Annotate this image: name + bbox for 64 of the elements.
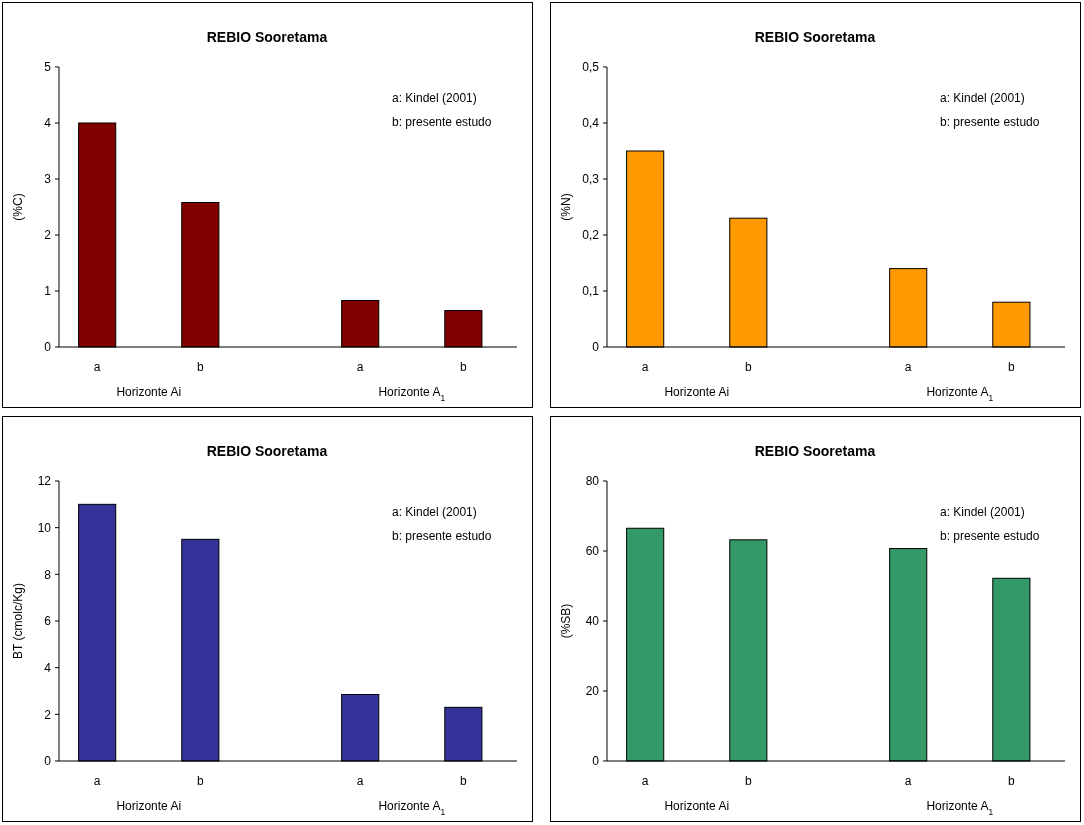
x-tick-label: a	[904, 360, 912, 374]
y-axis-title: BT (cmolc/Kg)	[11, 583, 25, 659]
y-axis-title: (%C)	[11, 193, 25, 221]
y-tick-label: 8	[44, 567, 52, 582]
chart-title: REBIO Sooretama	[206, 29, 328, 45]
text: Horizonte A$_{1}$	[378, 799, 446, 817]
annotation: b: presente estudo	[940, 115, 1040, 129]
x-tick-label: b	[1008, 360, 1016, 374]
text: Horizonte Ai	[116, 799, 182, 813]
text: Horizonte Ai	[664, 385, 730, 399]
text: Horizonte A$_{1}$	[378, 385, 446, 403]
y-tick-label: 80	[585, 474, 600, 489]
x-tick-label: a	[93, 774, 101, 788]
chart-title: REBIO Sooretama	[754, 443, 876, 459]
annotation: a: Kindel (2001)	[940, 91, 1025, 105]
y-tick-label: 2	[44, 228, 52, 243]
x-tick-label: a	[641, 360, 649, 374]
x-tick-label: b	[744, 360, 752, 374]
y-tick-label: 0,4	[582, 116, 600, 131]
y-axis-title: (%N)	[559, 193, 573, 221]
chart-title: REBIO Sooretama	[206, 443, 328, 459]
y-tick-label: 4	[44, 116, 52, 131]
y-axis-title: (%SB)	[559, 603, 573, 639]
annotation: a: Kindel (2001)	[392, 91, 477, 105]
x-tick-label: b	[1008, 774, 1016, 788]
x-tick-label: a	[904, 774, 912, 788]
x-tick-label: a	[93, 360, 101, 374]
y-tick-label: 0	[44, 340, 52, 355]
x-tick-label: b	[196, 360, 204, 374]
y-tick-label: 2	[44, 707, 52, 722]
x-tick-label: b	[460, 774, 468, 788]
text: Horizonte A$_{1}$	[926, 385, 994, 403]
y-tick-label: 60	[585, 544, 600, 559]
y-tick-label: 3	[44, 172, 52, 187]
y-tick-label: 0,3	[582, 172, 600, 187]
y-tick-label: 0,1	[582, 284, 600, 299]
y-tick-label: 0	[592, 754, 600, 769]
text: Horizonte A$_{1}$	[926, 799, 994, 817]
text: Horizonte Ai	[116, 385, 182, 399]
chart-title: REBIO Sooretama	[754, 29, 876, 45]
x-tick-label: b	[744, 774, 752, 788]
annotation: b: presente estudo	[392, 529, 492, 543]
y-tick-label: 0,2	[582, 228, 600, 243]
y-tick-label: 10	[37, 520, 52, 535]
y-tick-label: 0	[44, 754, 52, 769]
annotation: b: presente estudo	[392, 115, 492, 129]
y-tick-label: 1	[44, 284, 52, 299]
x-tick-label: a	[356, 360, 364, 374]
x-tick-label: a	[641, 774, 649, 788]
y-tick-label: 12	[37, 474, 52, 489]
annotation: a: Kindel (2001)	[392, 505, 477, 519]
text: Horizonte Ai	[664, 799, 730, 813]
y-tick-label: 4	[44, 660, 52, 675]
x-tick-label: a	[356, 774, 364, 788]
annotation: a: Kindel (2001)	[940, 505, 1025, 519]
y-tick-label: 0	[592, 340, 600, 355]
y-tick-label: 40	[585, 614, 600, 629]
x-tick-label: b	[196, 774, 204, 788]
y-tick-label: 6	[44, 614, 52, 629]
y-tick-label: 20	[585, 684, 600, 699]
y-tick-label: 0,5	[582, 60, 600, 75]
x-tick-label: b	[460, 360, 468, 374]
y-tick-label: 5	[44, 60, 52, 75]
annotation: b: presente estudo	[940, 529, 1040, 543]
